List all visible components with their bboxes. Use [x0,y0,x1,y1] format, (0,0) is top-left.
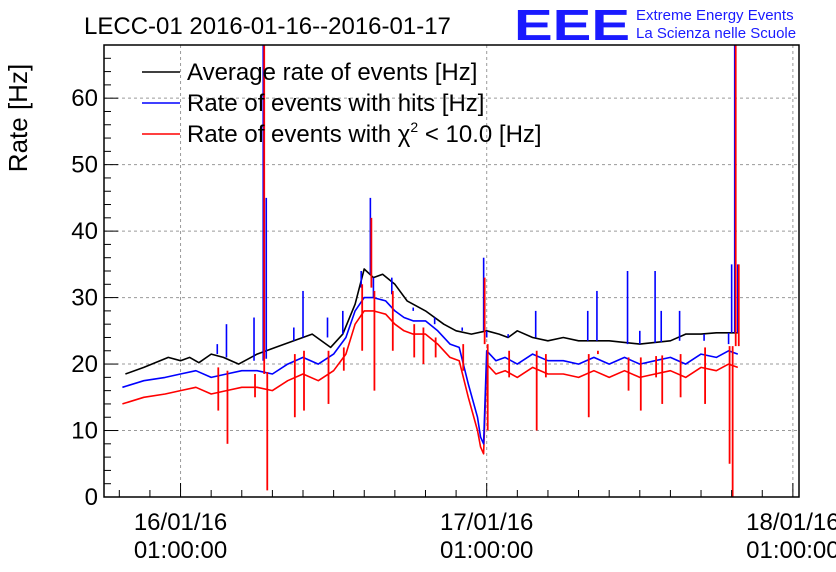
y-tick-label: 50 [71,152,98,179]
series-line-red [122,310,739,455]
x-tick-time: 01:00:00 [746,537,836,564]
eee-logo-text: EEE [514,1,630,50]
y-tick-label: 0 [85,484,98,511]
x-tick-date: 16/01/16 [134,509,227,536]
x-tick-time: 01:00:00 [440,537,533,564]
logo-line-2: La Scienza nelle Scuole [636,25,796,42]
series-line-blue [122,296,739,445]
legend: Average rate of events [Hz] Rate of even… [142,59,542,148]
logo-line-1: Extreme Energy Events [636,7,794,24]
eee-logo: EEE Extreme Energy Events La Scienza nel… [514,1,796,50]
x-tick-date: 17/01/16 [440,509,533,536]
y-tick-label: 40 [71,218,98,245]
y-tick-label: 20 [71,351,98,378]
x-axis: 16/01/1601:00:0017/01/1601:00:0018/01/16… [118,483,836,564]
x-tick-date: 18/01/16 [746,509,836,536]
y-axis-label: Rate [Hz] [3,64,33,172]
y-tick-label: 10 [71,418,98,445]
y-axis: 0 10 20 30 40 50 60 [71,57,118,511]
legend-label-black: Average rate of events [Hz] [187,59,477,86]
y-tick-label: 30 [71,285,98,312]
series-line-black [125,268,738,375]
x-tick-time: 01:00:00 [134,537,227,564]
grid-lines [104,45,799,497]
plot-series [122,45,740,497]
y-tick-label: 60 [71,85,98,112]
chart-title: LECC-01 2016-01-16--2016-01-17 [84,13,451,40]
legend-label-blue: Rate of events with hits [Hz] [187,90,484,117]
legend-label-red: Rate of events with χ2 < 10.0 [Hz] [187,119,542,148]
